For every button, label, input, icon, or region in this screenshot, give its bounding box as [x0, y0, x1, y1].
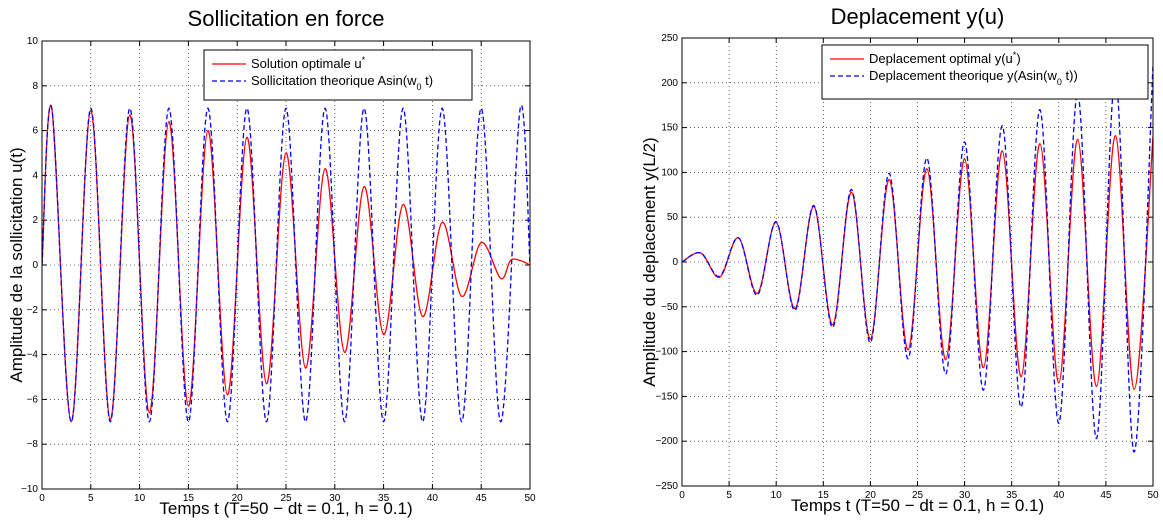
legend-label: Solution optimale u*: [251, 55, 366, 71]
x-tick-label: 0: [679, 490, 685, 501]
x-tick-label: 25: [912, 490, 924, 501]
x-tick-label: 50: [524, 493, 536, 504]
x-tick-label: 15: [818, 490, 830, 501]
x-tick-label: 10: [134, 493, 146, 504]
y-tick-label: 200: [661, 78, 678, 89]
y-tick-label: −4: [27, 350, 39, 361]
axes-frame: [681, 37, 1154, 487]
legend: Solution optimale u* Sollicitation theori…: [203, 49, 473, 101]
x-tick-label: 10: [771, 490, 783, 501]
x-tick-label: 40: [427, 493, 439, 504]
legend: Deplacement optimal y(u*) Deplacement the…: [821, 44, 1149, 100]
x-tick-label: 45: [1100, 490, 1112, 501]
y-tick-label: −50: [661, 302, 678, 313]
y-tick-label: 50: [667, 212, 679, 223]
series-line-theorique: [682, 64, 1153, 453]
legend-label: Sollicitation theorique Asin(w0 t): [251, 73, 433, 92]
y-tick-label: 250: [661, 33, 678, 44]
y-tick-label: 6: [32, 126, 38, 137]
x-tick-label: 25: [280, 493, 292, 504]
x-tick-label: 50: [1147, 490, 1159, 501]
axes-frame: [41, 40, 531, 490]
y-tick-label: −200: [655, 436, 678, 447]
y-tick-label: 0: [32, 260, 38, 271]
chart-title: Deplacement y(u): [831, 4, 1005, 29]
y-tick-label: 2: [32, 215, 38, 226]
x-tick-label: 30: [959, 490, 971, 501]
x-tick-label: 5: [726, 490, 732, 501]
y-tick-label: −100: [655, 347, 678, 358]
y-tick-label: −10: [21, 484, 38, 495]
legend-box: [821, 44, 1149, 100]
y-tick-label: 100: [661, 167, 678, 178]
legend-box: [203, 49, 473, 101]
x-tick-label: 0: [39, 493, 45, 504]
series-line-theorique: [42, 104, 530, 423]
legend-label: Deplacement optimal y(u*): [869, 50, 1021, 66]
x-tick-label: 5: [88, 493, 94, 504]
y-tick-label: 0: [672, 257, 678, 268]
y-tick-label: 4: [32, 170, 38, 181]
y-tick-label: 8: [32, 81, 38, 92]
x-axis-label: Temps t (T=50 − dt = 0.1, h = 0.1): [159, 499, 412, 518]
x-tick-label: 35: [378, 493, 390, 504]
x-tick-label: 30: [329, 493, 341, 504]
chart-sollicitation: 0 5 10 15 20 25 30 35 40 45 50 −10 −8 −6 −4 −2 0 2 4 6 8 10 So…: [7, 6, 536, 518]
x-tick-label: 45: [476, 493, 488, 504]
y-tick-label: −2: [27, 305, 39, 316]
x-tick-label: 35: [1006, 490, 1018, 501]
chart-deplacement: 0 5 10 15 20 25 30 35 40 45 50 −250 −200 −150 −100 −50 0…: [640, 4, 1159, 515]
x-tick-label: 20: [865, 490, 877, 501]
y-tick-label: 150: [661, 123, 678, 134]
y-axis-label: Amplitude du deplacement y(L/2): [640, 137, 659, 386]
y-axis-label: Amplitude de la sollicitation u(t): [7, 147, 26, 382]
legend-label: Deplacement theorique y(Asin(w0 t)): [869, 68, 1078, 87]
y-tick-label: −150: [655, 391, 678, 402]
series-line-optimal: [682, 135, 1153, 390]
x-tick-label: 15: [183, 493, 195, 504]
y-tick-label: −250: [655, 481, 678, 492]
x-tick-label: 20: [232, 493, 244, 504]
chart-title: Sollicitation en force: [188, 6, 385, 31]
y-tick-label: −6: [27, 394, 39, 405]
x-axis-label: Temps t (T=50 − dt = 0.1, h = 0.1): [791, 496, 1044, 515]
y-tick-label: −8: [27, 439, 39, 450]
y-tick-label: 10: [27, 36, 39, 47]
x-tick-label: 40: [1053, 490, 1065, 501]
series-line-optimal: [42, 104, 530, 423]
